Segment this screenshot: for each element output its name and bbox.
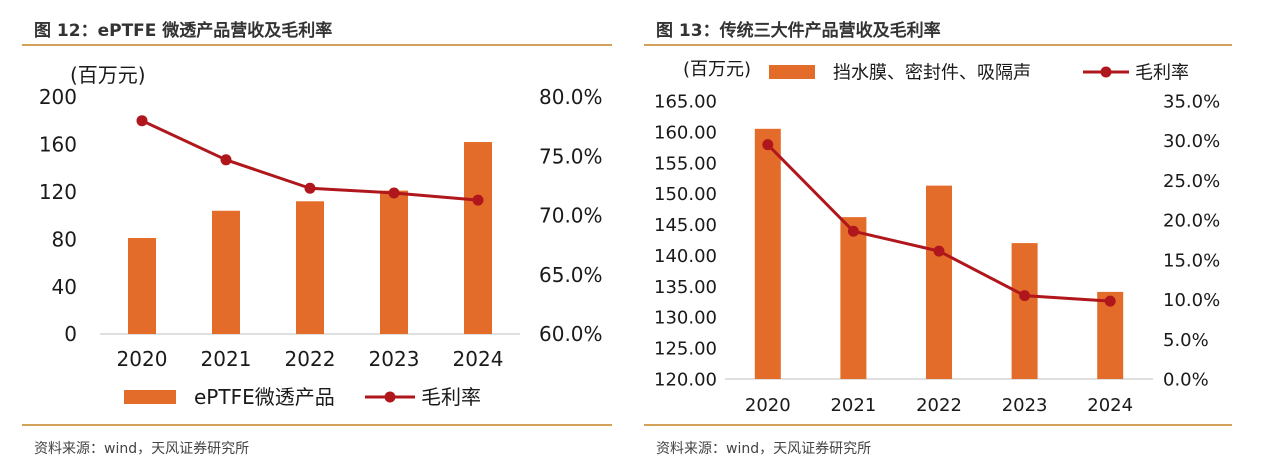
x-tick-label: 2020 xyxy=(745,395,791,416)
bar xyxy=(380,190,408,334)
bar xyxy=(1011,243,1038,379)
y-left-tick-label: 0 xyxy=(64,322,77,346)
y-left-tick-label: 160 xyxy=(39,133,77,157)
bar xyxy=(296,201,324,334)
legend-line-marker xyxy=(384,391,396,403)
y-left-tick-label: 150.00 xyxy=(654,184,717,205)
chart-title: 图 12：ePTFE 微透产品营收及毛利率 xyxy=(34,21,333,41)
y-left-axis-label: (百万元) xyxy=(70,63,146,87)
chart-panel-right: 图 13：传统三大件产品营收及毛利率 120.00 125.00 130.00 135… xyxy=(640,0,1280,472)
y-left-tick-label: 135.00 xyxy=(654,277,717,298)
y-right-tick-label: 80.0% xyxy=(539,85,603,109)
y-right-tick-label: 65.0% xyxy=(539,263,603,287)
y-right-tick-label: 75.0% xyxy=(539,144,603,168)
bar xyxy=(754,128,781,379)
bar xyxy=(926,185,952,379)
y-left-tick-label: 165.00 xyxy=(654,91,717,112)
chart-panel-left: 图 12：ePTFE 微透产品营收及毛利率 0 40 80 120 160 200 60.0… xyxy=(22,21,612,457)
y-right-tick-label: 70.0% xyxy=(539,204,603,228)
y-right-tick-label: 10.0% xyxy=(1163,290,1220,311)
y-right-tick-label: 0.0% xyxy=(1163,369,1209,390)
x-tick-label: 2022 xyxy=(916,395,962,416)
y-right-tick-label: 5.0% xyxy=(1163,330,1209,351)
y-right-tick-label: 60.0% xyxy=(539,322,603,346)
x-tick-label: 2024 xyxy=(1087,395,1133,416)
x-tick-label: 2020 xyxy=(117,347,168,371)
legend-line-marker xyxy=(1100,66,1112,78)
chart-left-svg: 0 40 80 120 160 200 60.0% 65.0% 70.0% 75.0% 80.0% (… xyxy=(39,63,603,409)
footer-rule xyxy=(22,424,612,426)
y-left-tick-label: 125.00 xyxy=(654,339,717,360)
x-tick-label: 2021 xyxy=(201,347,252,371)
y-right-tick-label: 25.0% xyxy=(1163,171,1220,192)
y-left-tick-label: 120.00 xyxy=(654,369,717,390)
y-right-tick-label: 20.0% xyxy=(1163,211,1220,232)
bar xyxy=(840,217,867,379)
title-rule xyxy=(644,44,1232,46)
margin-point xyxy=(1104,295,1116,307)
legend-bar-swatch xyxy=(769,65,815,79)
y-left-axis-label: (百万元) xyxy=(683,59,751,80)
margin-point xyxy=(1019,290,1031,302)
margin-point xyxy=(136,115,148,127)
margin-point xyxy=(220,154,232,166)
source-note: 资料来源：wind，天风证券研究所 xyxy=(656,441,872,457)
legend-bar-label: ePTFE微透产品 xyxy=(194,385,335,409)
y-left-tick-label: 130.00 xyxy=(654,308,717,329)
chart-title: 图 13：传统三大件产品营收及毛利率 xyxy=(656,21,941,41)
bar xyxy=(212,210,240,334)
margin-point xyxy=(388,187,400,199)
y-right-tick-label: 15.0% xyxy=(1163,250,1220,271)
y-left-tick-label: 140.00 xyxy=(654,246,717,267)
x-tick-label: 2022 xyxy=(285,347,336,371)
margin-point xyxy=(847,225,859,237)
y-left-tick-label: 120 xyxy=(39,180,77,204)
title-rule xyxy=(22,44,612,46)
y-left-tick-label: 40 xyxy=(52,275,77,299)
bar xyxy=(128,238,156,334)
margin-point xyxy=(304,182,316,194)
margin-point xyxy=(933,245,945,257)
x-tick-label: 2021 xyxy=(830,395,876,416)
y-right-tick-label: 30.0% xyxy=(1163,131,1220,152)
x-tick-label: 2023 xyxy=(1002,395,1048,416)
x-tick-label: 2023 xyxy=(369,347,420,371)
y-right-tick-label: 35.0% xyxy=(1163,91,1220,112)
x-tick-label: 2024 xyxy=(453,347,504,371)
y-left-tick-label: 200 xyxy=(39,85,77,109)
y-left-tick-label: 145.00 xyxy=(654,215,717,236)
legend-bar-label: 挡水膜、密封件、吸隔声 xyxy=(833,62,1031,83)
y-left-tick-label: 155.00 xyxy=(654,153,717,174)
legend-line-label: 毛利率 xyxy=(421,385,481,409)
source-note: 资料来源：wind，天风证券研究所 xyxy=(34,441,250,457)
y-left-tick-label: 80 xyxy=(52,227,77,251)
chart-right-svg: 120.00 125.00 130.00 135.00 140.00 145.00 150.… xyxy=(654,59,1220,416)
margin-point xyxy=(472,194,484,206)
margin-point xyxy=(762,139,774,151)
bar xyxy=(464,142,492,334)
legend-bar-swatch xyxy=(124,390,176,404)
legend-line-label: 毛利率 xyxy=(1135,62,1189,83)
y-left-tick-label: 160.00 xyxy=(654,122,717,143)
footer-rule xyxy=(644,424,1232,426)
